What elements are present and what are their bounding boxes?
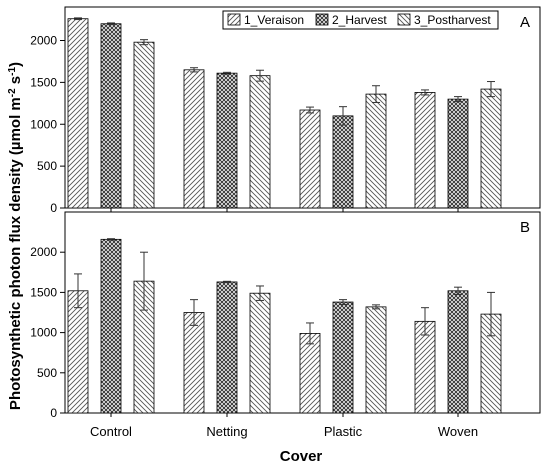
bar-2-harvest-woven (447, 290, 469, 414)
category-labels: Control Netting Plastic Woven (90, 424, 478, 439)
legend-swatch (315, 13, 329, 26)
bar-3-postharvest-plastic (365, 93, 387, 209)
bar-2-harvest-control (100, 23, 122, 209)
bar-3-postharvest-control (133, 41, 155, 209)
panel-label: A (520, 14, 530, 31)
bar-1-veraison-netting (183, 69, 205, 209)
bar-2-harvest-plastic (332, 115, 354, 209)
category-label: Woven (438, 424, 478, 439)
y-tick-label: 1000 (30, 326, 57, 340)
y-axis-title-end: ) (7, 62, 24, 67)
bar-2-harvest-netting (216, 281, 238, 414)
panels: 0 500 1000 1500 2000 A 0 500 1000 1500 2000 B (30, 6, 541, 420)
y-tick-label: 0 (50, 201, 57, 215)
bar-2-harvest-woven (447, 98, 469, 209)
bar-2-harvest-netting (216, 72, 238, 209)
legend-swatch (227, 13, 241, 26)
bar-2-harvest-plastic (332, 301, 354, 414)
category-label: Netting (206, 424, 247, 439)
y-tick-label: 2000 (30, 34, 57, 48)
bar-1-veraison-netting (183, 312, 205, 414)
bar-2-harvest-control (100, 238, 122, 414)
bar-3-postharvest-woven (480, 88, 502, 209)
bar-3-postharvest-plastic (365, 306, 387, 414)
y-axis-title-mid: s (7, 76, 24, 89)
y-axis-title-sup1: -2 (7, 88, 18, 97)
legend-label: 1_Veraison (244, 13, 304, 27)
bar-1-veraison-control (67, 18, 89, 209)
panel-b: 0 500 1000 1500 2000 B (30, 211, 541, 420)
y-tick-label: 1500 (30, 75, 57, 89)
y-tick-label: 2000 (30, 245, 57, 259)
legend-label: 2_Harvest (332, 13, 387, 27)
y-tick-label: 0 (50, 406, 57, 420)
y-tick-label: 1500 (30, 285, 57, 299)
category-label: Plastic (324, 424, 363, 439)
category-label: Control (90, 424, 132, 439)
y-tick-label: 1000 (30, 117, 57, 131)
bar-1-veraison-plastic (299, 333, 321, 414)
x-axis-title: Cover (280, 448, 323, 465)
y-tick-label: 500 (37, 159, 57, 173)
y-axis-title-sup2: -1 (7, 67, 18, 76)
bar-3-postharvest-netting (249, 292, 271, 414)
panel-a: 0 500 1000 1500 2000 A (30, 6, 541, 215)
legend-label: 3_Postharvest (414, 13, 491, 27)
legend-swatch (397, 13, 411, 26)
bar-1-veraison-woven (414, 92, 436, 209)
legend: 1_Veraison 2_Harvest 3_Postharvest (222, 10, 499, 30)
y-axis-title-main: Photosynthetic photon flux density (µmol… (7, 97, 24, 410)
panel-label: B (520, 219, 530, 236)
y-axis-title: Photosynthetic photon flux density (µmol… (7, 62, 25, 410)
bar-1-veraison-plastic (299, 109, 321, 209)
bar-1-veraison-control (67, 290, 89, 414)
legend-box (222, 10, 499, 30)
y-tick-label: 500 (37, 366, 57, 380)
bar-3-postharvest-netting (249, 75, 271, 209)
